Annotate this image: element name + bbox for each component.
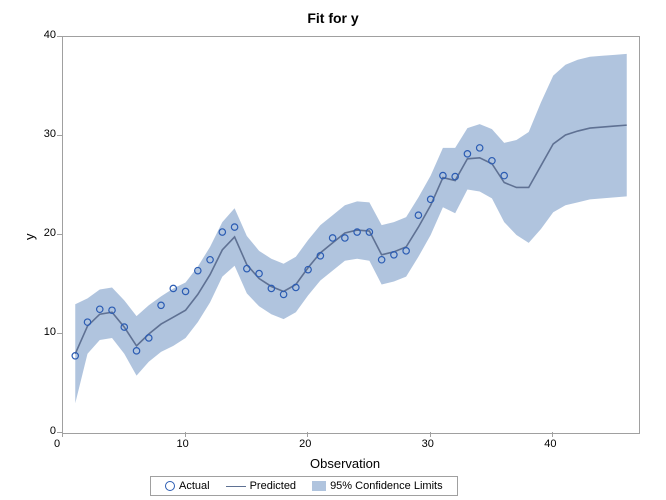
y-tick-label: 0	[50, 425, 56, 437]
y-tick-mark	[57, 36, 62, 37]
legend-item: Actual	[165, 480, 210, 492]
legend-label: Actual	[179, 480, 210, 492]
x-tick-label: 30	[422, 438, 434, 450]
x-axis-label: Observation	[310, 456, 380, 471]
legend-item: Predicted	[226, 480, 296, 492]
legend-item: 95% Confidence Limits	[312, 480, 443, 492]
y-axis-label: y	[22, 234, 37, 241]
plot-area	[62, 36, 640, 434]
y-tick-label: 30	[44, 128, 56, 140]
legend-label: Predicted	[250, 480, 296, 492]
x-tick-mark	[307, 432, 308, 437]
plot-svg	[63, 37, 639, 433]
y-tick-mark	[57, 135, 62, 136]
box-marker-icon	[312, 481, 326, 491]
legend: Actual Predicted 95% Confidence Limits	[150, 476, 458, 496]
y-tick-mark	[57, 234, 62, 235]
y-tick-label: 20	[44, 227, 56, 239]
y-tick-mark	[57, 333, 62, 334]
y-tick-label: 40	[44, 29, 56, 41]
line-marker-icon	[226, 486, 246, 487]
x-tick-mark	[185, 432, 186, 437]
legend-label: 95% Confidence Limits	[330, 480, 443, 492]
chart-container: Fit for y y Observation 0 10 20 30 40 0 10 20 30…	[0, 0, 666, 500]
x-tick-mark	[552, 432, 553, 437]
chart-title: Fit for y	[0, 10, 666, 26]
x-tick-mark	[62, 432, 63, 437]
x-tick-label: 20	[299, 438, 311, 450]
circle-marker-icon	[165, 481, 175, 491]
confidence-band	[75, 54, 626, 403]
y-tick-label: 10	[44, 326, 56, 338]
x-tick-label: 10	[177, 438, 189, 450]
x-tick-label: 0	[54, 438, 60, 450]
x-tick-mark	[430, 432, 431, 437]
x-tick-label: 40	[544, 438, 556, 450]
